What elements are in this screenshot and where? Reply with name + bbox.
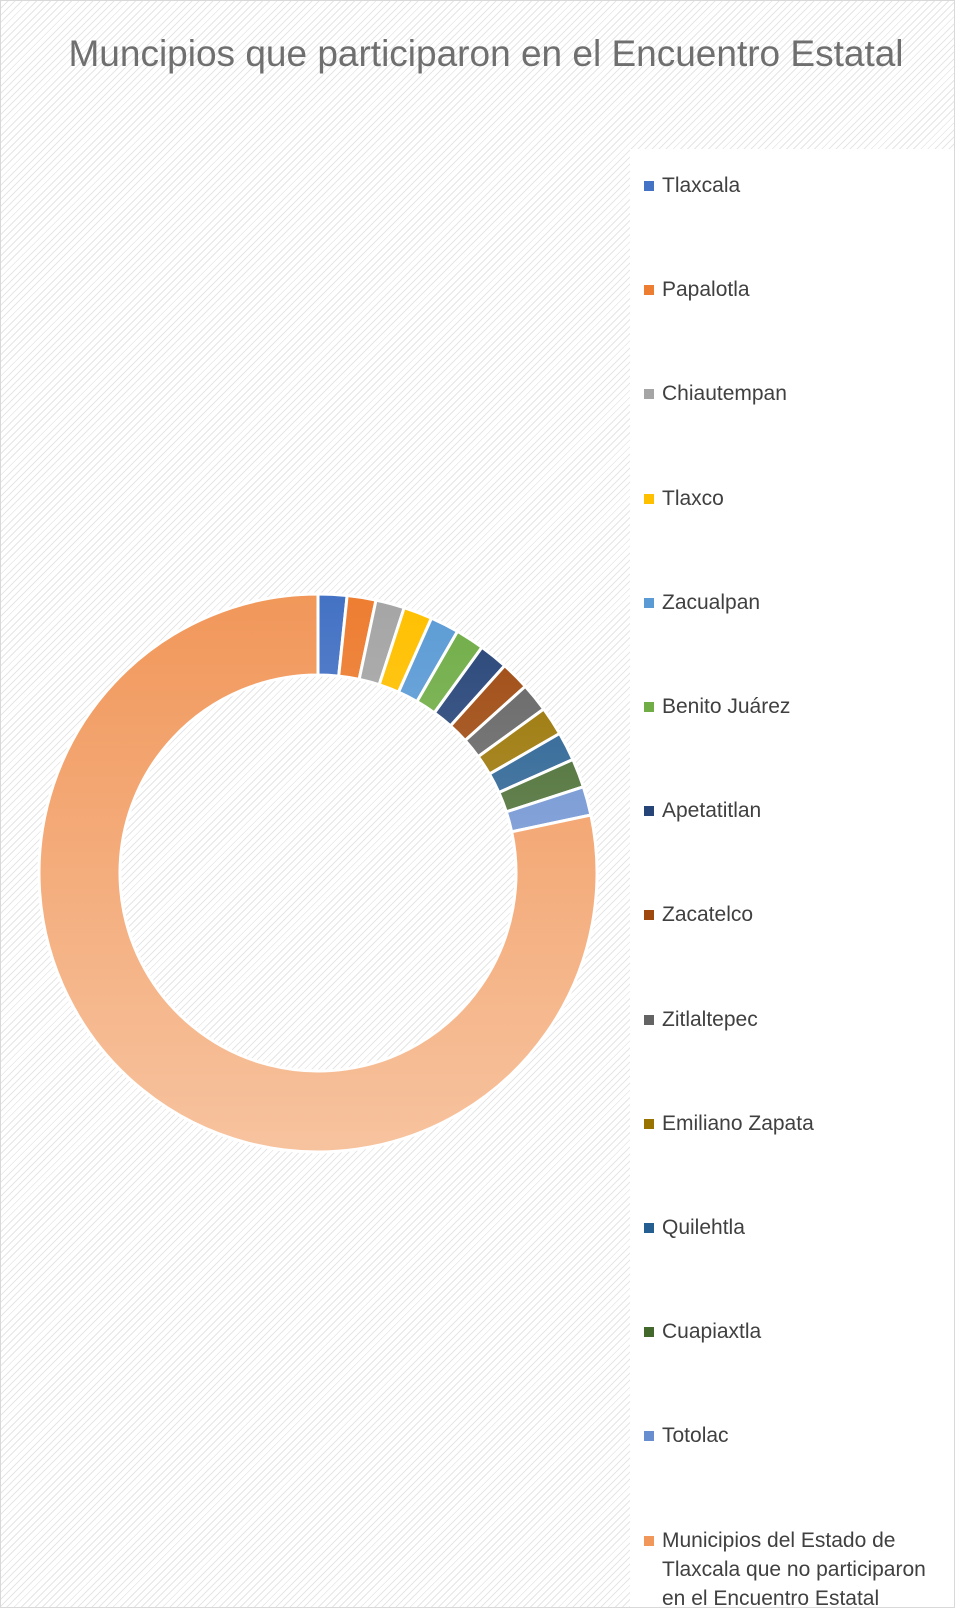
legend-label: Zitlaltepec: [662, 1007, 758, 1031]
legend-swatch: [644, 1327, 654, 1338]
legend-swatch: [644, 1014, 654, 1025]
legend-swatch: [644, 389, 654, 400]
legend-label: Chiautempan: [662, 382, 787, 406]
legend-item: Tlaxcala: [644, 171, 944, 200]
legend-swatch: [644, 702, 654, 712]
legend-swatch: [644, 1431, 654, 1442]
legend-label: Municipios del Estado de Tlaxcala que no…: [662, 1528, 926, 1608]
legend-label: Cuapiaxtla: [662, 1320, 762, 1344]
legend-swatch: [644, 910, 654, 921]
legend-label: Apetatitlan: [662, 799, 762, 823]
legend-label: Quilehtla: [662, 1216, 745, 1239]
legend-item: Papalotla: [644, 275, 944, 304]
legend-label: Tlaxco: [662, 486, 724, 510]
legend-label: Benito Juárez: [662, 695, 791, 718]
legend-swatch: [644, 1223, 654, 1233]
donut-slice-14: [37, 592, 599, 1154]
legend-item: Zitlaltepec: [644, 1005, 944, 1034]
legend-swatch: [644, 285, 654, 296]
legend-swatch: [644, 181, 654, 191]
legend-swatch: [644, 1535, 654, 1546]
legend-item: Tlaxco: [644, 484, 944, 513]
legend-item: Chiautempan: [644, 379, 944, 408]
legend-item: Zacatelco: [644, 900, 944, 929]
legend-item: Emiliano Zapata: [644, 1109, 944, 1138]
legend-item: Totolac: [644, 1421, 944, 1450]
legend-item: Quilehtla: [644, 1213, 944, 1242]
legend-label: Zacualpan: [662, 590, 761, 614]
legend-item: Cuapiaxtla: [644, 1317, 944, 1346]
legend-label: Emiliano Zapata: [662, 1111, 814, 1135]
legend-swatch: [644, 806, 654, 817]
legend: Tlaxcala Papalotla Chiautempan Tlaxco Zacual…: [630, 149, 954, 1608]
legend-item: Benito Juárez: [644, 692, 944, 721]
legend-swatch: [644, 1118, 654, 1129]
chart-title: Muncipios que participaron en el Encuent…: [68, 33, 904, 74]
legend-swatch: [644, 493, 654, 504]
legend-item: Apetatitlan: [644, 796, 944, 825]
legend-swatch: [644, 597, 654, 608]
legend-item: Zacualpan: [644, 588, 944, 617]
legend-label: Tlaxcala: [662, 174, 741, 197]
legend-label: Zacatelco: [662, 903, 754, 927]
legend-label: Papalotla: [662, 278, 750, 302]
legend-label: Totolac: [662, 1424, 729, 1448]
legend-item: Municipios del Estado de Tlaxcala que no…: [644, 1526, 944, 1608]
